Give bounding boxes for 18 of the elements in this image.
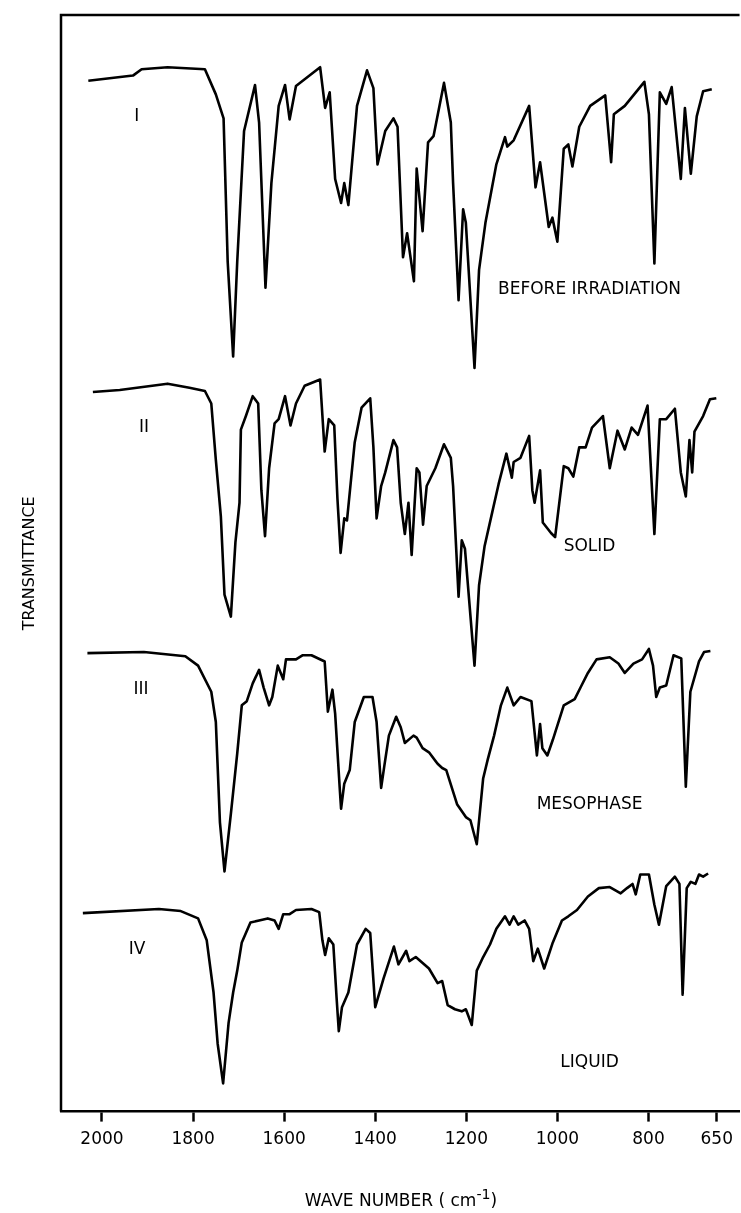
annotation: BEFORE IRRADIATION [498, 277, 682, 298]
series-label: IV [128, 937, 146, 958]
x-tick-label: 650 [700, 1128, 733, 1149]
series-label: I [134, 105, 140, 126]
annotation: LIQUID [560, 1050, 619, 1071]
x-axis-title: WAVE NUMBER ( cm$^{-1}$) [303, 1185, 499, 1210]
x-tick-label: 1000 [535, 1128, 580, 1149]
series-label: III [133, 677, 149, 698]
x-tick-label: 1200 [444, 1128, 488, 1149]
x-tick-label: 1600 [262, 1128, 306, 1149]
annotation: SOLID [563, 535, 616, 556]
x-tick-label: 800 [632, 1128, 665, 1149]
x-tick-label: 1800 [171, 1128, 215, 1149]
x-tick-label: 2000 [80, 1128, 124, 1149]
annotation: MESOPHASE [536, 792, 643, 813]
x-tick-label: 1400 [353, 1128, 397, 1149]
y-axis-title: TRANSMITTANCE [19, 496, 39, 632]
series-label: II [138, 416, 149, 437]
